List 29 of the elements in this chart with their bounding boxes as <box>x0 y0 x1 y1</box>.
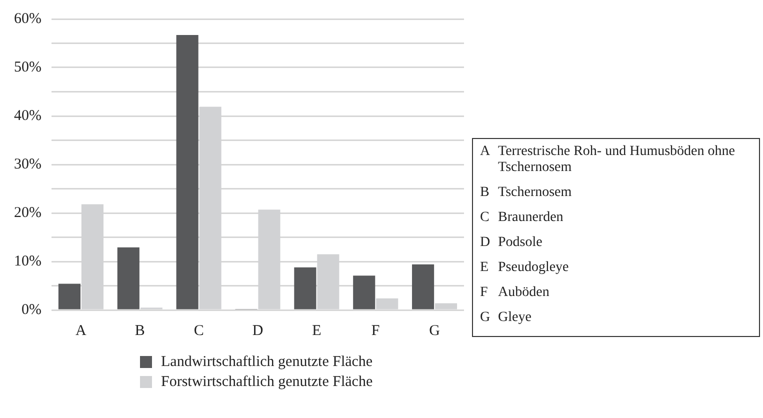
text: F Auböden <box>480 285 550 301</box>
text: D Podsole <box>480 235 542 251</box>
y-tick-label: 20% <box>14 204 42 221</box>
legend-label: Forstwirtschaftlich genutzte Fläche <box>161 374 373 390</box>
text: C Braunerden <box>480 210 564 226</box>
x-tick-label: F <box>371 322 380 339</box>
y-tick-label: 40% <box>14 108 42 124</box>
x-tick-label: G <box>429 322 440 339</box>
text: B Tschernosem <box>480 185 572 201</box>
y-tick-label: 50% <box>14 59 42 76</box>
bar <box>353 276 376 310</box>
bar <box>176 35 198 310</box>
y-tick-label: 30% <box>14 156 42 172</box>
legend-label: Landwirtschaftlich genutzte Fläche <box>161 354 373 370</box>
bar <box>117 247 140 310</box>
y-tick-label: 10% <box>14 253 42 270</box>
x-tick-label: D <box>252 322 264 339</box>
x-tick-label: E <box>312 322 322 339</box>
text: A Terrestrische Roh- und Humusböden ohne Tschernosem <box>480 144 736 176</box>
x-tick-label: C <box>194 322 204 339</box>
bar <box>58 284 80 310</box>
text: E Pseudogleye <box>480 260 569 276</box>
text: G Gleye <box>480 310 532 326</box>
bar <box>412 264 434 310</box>
x-tick-label: A <box>76 322 87 339</box>
bar <box>294 267 316 310</box>
y-tick-label: 60% <box>14 10 42 27</box>
y-tick-label: 0% <box>21 302 42 318</box>
x-tick-label: B <box>134 322 145 339</box>
